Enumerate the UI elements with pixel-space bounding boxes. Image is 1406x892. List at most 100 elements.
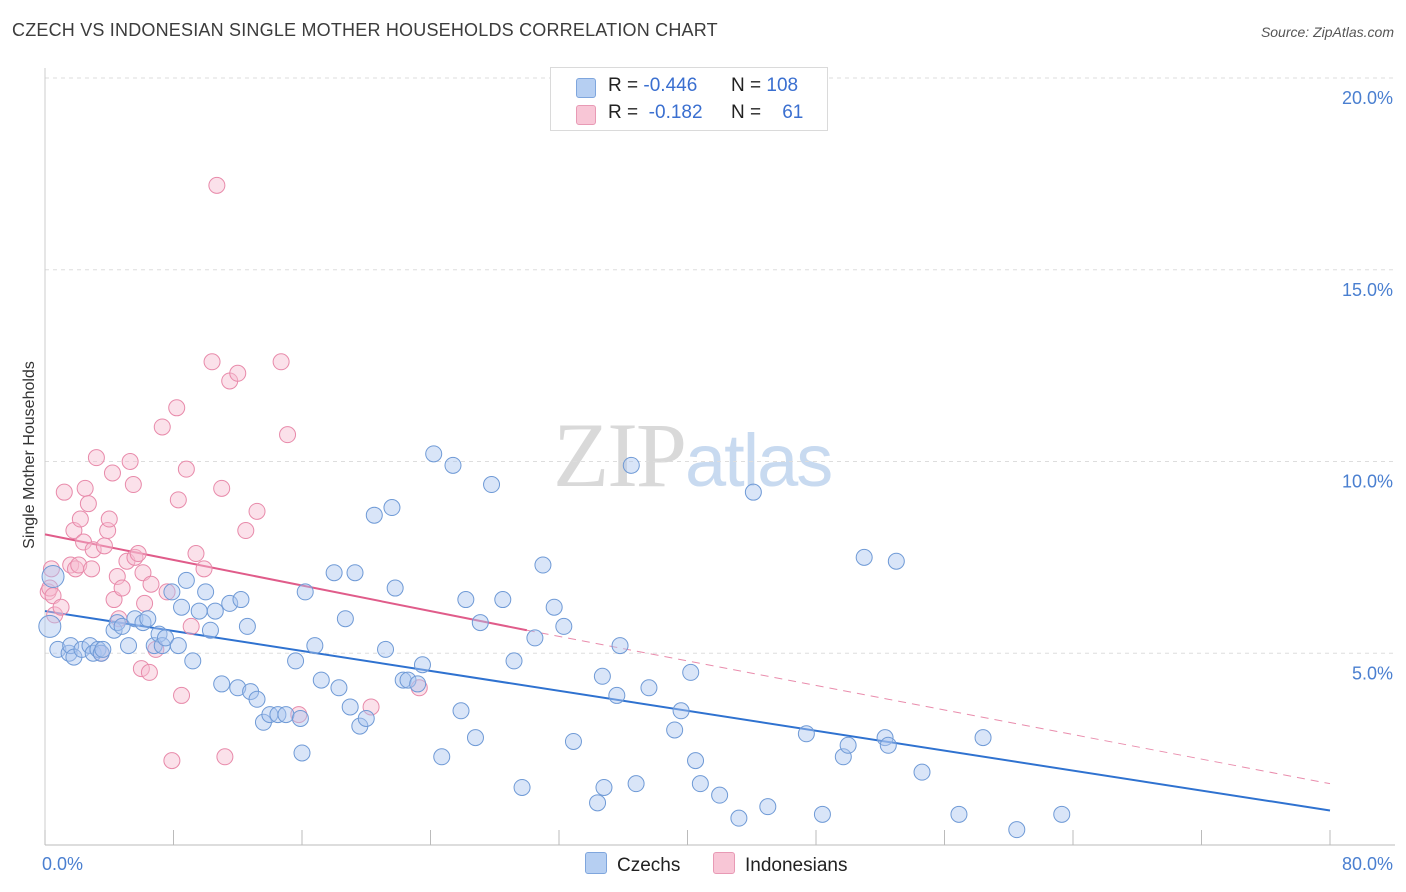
x-tick-label-start: 0.0% <box>42 854 83 874</box>
czechs-legend-swatch <box>585 852 607 874</box>
czechs-point <box>622 456 640 474</box>
czechs-point <box>277 706 295 724</box>
indonesians-point <box>100 510 118 528</box>
y-tick-label-20: 20.0% <box>1342 88 1393 108</box>
czechs-point <box>330 679 348 697</box>
legend-czech-r: R = -0.446 <box>608 75 698 96</box>
czechs-point <box>221 594 239 612</box>
czechs-point <box>433 748 451 766</box>
czechs-point <box>377 640 395 658</box>
czechs-point <box>399 671 417 689</box>
indonesians-point <box>195 560 213 578</box>
czechs-point <box>190 602 208 620</box>
czechs-point <box>41 565 65 589</box>
indonesians-point <box>132 660 150 678</box>
czechs-point <box>682 663 700 681</box>
czechs-point <box>206 602 224 620</box>
czechs-point <box>471 614 489 632</box>
czechs-point <box>839 736 857 754</box>
indonesians-point <box>83 560 101 578</box>
czechs-point <box>163 583 181 601</box>
czechs-point <box>711 786 729 804</box>
czechs-point <box>232 591 250 609</box>
czechs-point <box>555 617 573 635</box>
indonesians-point <box>169 491 187 509</box>
czechs-point <box>139 610 157 628</box>
czechs-point <box>1053 805 1071 823</box>
legend-indo-r: R = -0.182 <box>608 102 703 123</box>
czechs-point <box>730 809 748 827</box>
indonesians-point <box>208 176 226 194</box>
czech-swatch <box>576 78 596 98</box>
czechs-point <box>534 556 552 574</box>
indonesians-point <box>79 495 97 513</box>
indonesians-point <box>105 591 123 609</box>
indonesians-point <box>95 537 113 555</box>
indonesians-trend-line-dashed <box>526 629 1331 785</box>
indonesians-point <box>129 545 147 563</box>
czechs-point <box>197 583 215 601</box>
czechs-point <box>386 579 404 597</box>
czechs-point <box>887 552 905 570</box>
indonesians-point <box>248 502 266 520</box>
czechs-point <box>1008 821 1026 839</box>
y-tick-label-15: 15.0% <box>1342 280 1393 300</box>
czechs-point <box>595 778 613 796</box>
indo-swatch <box>576 105 596 125</box>
czechs-point <box>169 637 187 655</box>
czechs-point <box>627 775 645 793</box>
indonesians-point <box>70 556 88 574</box>
indonesians-point <box>187 545 205 563</box>
czechs-point <box>855 548 873 566</box>
indonesians-point <box>142 575 160 593</box>
czechs-point <box>341 698 359 716</box>
indonesians-legend-label: Indonesians <box>745 855 848 876</box>
czechs-point <box>296 583 314 601</box>
indonesians-point <box>71 510 89 528</box>
czechs-point <box>744 483 762 501</box>
czechs-point <box>425 445 443 463</box>
czechs-point <box>494 591 512 609</box>
czechs-point <box>383 499 401 517</box>
czechs-point <box>759 798 777 816</box>
indonesians-point <box>42 560 60 578</box>
czechs-point <box>608 686 626 704</box>
czechs-point <box>248 690 266 708</box>
grid-lines <box>45 77 1395 654</box>
legend-indo-n: N = 61 <box>731 102 804 123</box>
indonesians-point <box>163 752 181 770</box>
czechs-point <box>413 656 431 674</box>
czechs-point <box>156 629 174 647</box>
czechs-legend-label: Czechs <box>617 855 681 876</box>
czechs-point <box>797 725 815 743</box>
y-tick-label-5: 5.0% <box>1352 663 1393 683</box>
watermark: ZIPatlas <box>553 402 833 508</box>
czechs-point <box>687 752 705 770</box>
czechs-point <box>452 702 470 720</box>
czechs-point <box>113 617 131 635</box>
indonesians-point <box>87 449 105 467</box>
indonesians-point <box>52 598 70 616</box>
czechs-point <box>38 614 62 638</box>
chart-title: CZECH VS INDONESIAN SINGLE MOTHER HOUSEH… <box>12 20 718 40</box>
czechs-point <box>913 763 931 781</box>
czechs-point <box>306 637 324 655</box>
indonesians-point <box>84 541 102 559</box>
trend-lines <box>44 533 1331 812</box>
czechs-point <box>593 667 611 685</box>
czechs-point <box>691 775 709 793</box>
indonesians-point <box>213 479 231 497</box>
czechs-point <box>545 598 563 616</box>
czechs-point <box>457 591 475 609</box>
indonesians-point <box>113 579 131 597</box>
czechs-point <box>483 476 501 494</box>
czechs-trend-line <box>44 610 1331 812</box>
czechs-point <box>126 610 144 628</box>
czechs-point <box>177 571 195 589</box>
x-tick-label-end: 80.0% <box>1342 854 1393 874</box>
czechs-point <box>229 679 247 697</box>
legend-row-indonesians: R = -0.182 N = 61 <box>551 102 827 128</box>
indonesians-point <box>140 663 158 681</box>
czechs-point <box>611 637 629 655</box>
